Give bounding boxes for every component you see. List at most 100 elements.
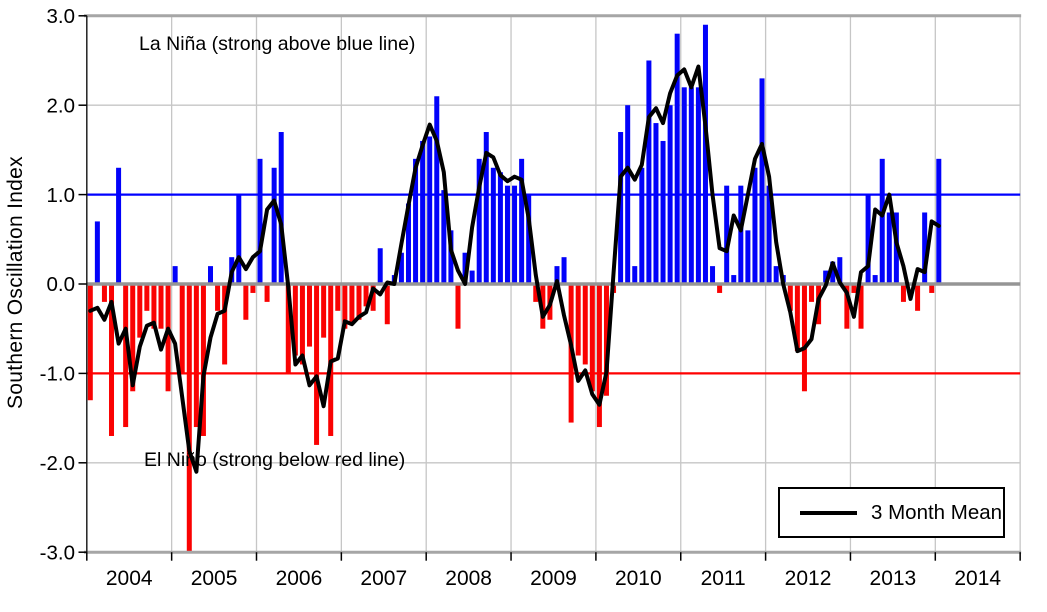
bar-2010-01 (596, 284, 602, 428)
bar-2009-02 (519, 158, 525, 284)
bar-2011-07 (724, 185, 730, 284)
bar-2006-08 (306, 284, 312, 347)
bar-2008-02 (434, 96, 440, 284)
y-tick-label: -1.0 (40, 363, 75, 386)
x-tick-label: 2013 (870, 567, 917, 590)
bar-2006-09 (314, 284, 320, 445)
bar-2005-01 (172, 266, 178, 284)
y-tick-label: 0.0 (47, 273, 76, 296)
bar-2011-01 (681, 87, 687, 284)
bar-2011-12 (759, 78, 765, 284)
bar-2004-09 (144, 284, 150, 311)
el-nino-annotation: El Niño (strong below red line) (144, 449, 406, 471)
bar-2007-11 (413, 158, 419, 284)
bar-2008-09 (483, 132, 489, 284)
y-tick-label: -2.0 (40, 452, 75, 475)
bar-2007-12 (420, 140, 426, 284)
bar-2008-07 (469, 270, 475, 284)
bar-2006-06 (292, 284, 298, 356)
three-month-mean-line (88, 64, 941, 474)
bar-2011-06 (717, 284, 723, 293)
bar-2012-05 (794, 284, 800, 352)
bar-2013-03 (865, 194, 871, 284)
bar-2013-10 (915, 284, 921, 311)
bar-2008-04 (448, 230, 454, 284)
y-axis-title: Southern Oscillation Index (4, 156, 27, 410)
bar-2006-05 (285, 284, 291, 374)
bar-2014-01 (936, 158, 942, 284)
bar-2007-06 (377, 248, 383, 284)
bar-2008-03 (441, 190, 447, 284)
bar-2010-02 (603, 284, 609, 396)
bar-2005-08 (222, 284, 228, 365)
bar-2006-12 (335, 284, 341, 311)
bar-2012-07 (809, 284, 815, 302)
bar-2009-01 (512, 185, 518, 284)
bar-2008-11 (497, 172, 503, 284)
bar-2005-02 (179, 284, 185, 374)
bar-2010-06 (632, 266, 638, 284)
bar-2006-03 (271, 167, 277, 284)
bar-2009-10 (575, 284, 581, 356)
bar-2012-11 (837, 257, 843, 284)
y-tick-label: 2.0 (47, 94, 76, 117)
bar-2007-03 (356, 284, 362, 320)
bar-2004-01 (87, 284, 93, 401)
x-tick-label: 2005 (191, 567, 238, 590)
bar-2008-05 (455, 284, 461, 329)
bar-2007-04 (363, 284, 369, 307)
bar-2013-01 (851, 284, 857, 293)
bar-2009-08 (561, 257, 567, 284)
bar-2007-01 (342, 284, 348, 329)
x-tick-label: 2012 (785, 567, 832, 590)
mean-line-sample (800, 510, 857, 515)
bar-2004-11 (158, 284, 164, 329)
y-tick-label: -3.0 (40, 541, 75, 564)
bar-2013-12 (929, 284, 935, 293)
bar-2006-07 (299, 284, 305, 365)
bar-2010-09 (653, 123, 659, 284)
bar-2004-02 (94, 221, 100, 284)
bar-2012-10 (830, 261, 836, 284)
bar-2004-05 (116, 167, 122, 284)
bar-2011-11 (752, 167, 758, 284)
bar-2012-02 (773, 266, 779, 284)
x-tick-label: 2004 (106, 567, 153, 590)
bar-2006-10 (321, 284, 327, 338)
bar-2013-11 (922, 212, 928, 284)
bar-2010-12 (674, 33, 680, 285)
bar-2004-08 (137, 284, 143, 338)
bar-2008-10 (490, 167, 496, 284)
bar-2012-09 (823, 270, 829, 284)
bar-2004-03 (101, 284, 107, 302)
bar-2007-10 (405, 203, 411, 284)
x-tick-label: 2006 (276, 567, 323, 590)
x-tick-label: 2014 (954, 567, 1001, 590)
bar-2007-09 (398, 252, 404, 284)
bar-2013-08 (900, 284, 906, 302)
bar-2004-06 (123, 284, 129, 428)
bar-2004-10 (151, 284, 157, 329)
bar-2010-08 (646, 60, 652, 284)
bar-2009-11 (582, 284, 588, 365)
bar-2005-04 (193, 284, 199, 428)
x-tick-label: 2010 (615, 567, 662, 590)
x-tick-label: 2007 (360, 567, 407, 590)
bar-2008-12 (504, 185, 510, 284)
bar-2008-01 (427, 136, 433, 284)
bar-2005-12 (250, 284, 256, 293)
bar-2006-01 (257, 158, 263, 284)
bar-2007-07 (384, 284, 390, 325)
bar-2005-07 (215, 284, 221, 311)
bar-2007-02 (349, 284, 355, 325)
bar-2010-07 (639, 167, 645, 284)
bar-2012-12 (844, 284, 850, 329)
bar-2011-03 (695, 87, 701, 284)
bar-2004-04 (109, 284, 115, 436)
la-nina-annotation: La Niña (strong above blue line) (139, 33, 416, 55)
bar-2012-04 (787, 284, 793, 311)
y-tick-label: 1.0 (47, 184, 76, 207)
bar-2010-04 (618, 132, 624, 284)
